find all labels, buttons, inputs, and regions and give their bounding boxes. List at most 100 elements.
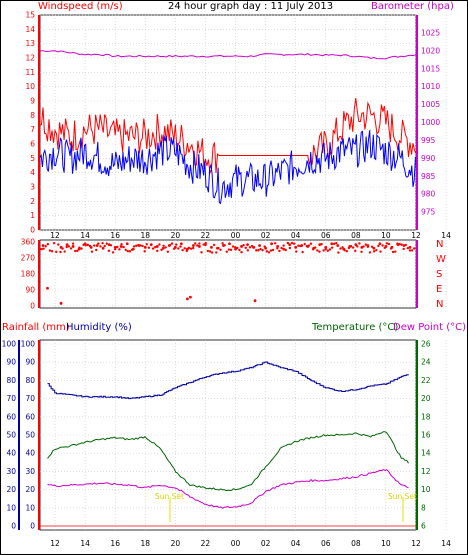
direction-point: [147, 246, 151, 249]
direction-point: [189, 295, 192, 299]
x-tick-label: 02: [261, 231, 271, 240]
direction-point: [351, 246, 355, 249]
rainfall-tick-label: 10: [25, 503, 35, 512]
direction-point: [200, 251, 203, 254]
direction-point: [191, 246, 195, 250]
direction-point: [282, 247, 286, 251]
direction-point: [267, 251, 271, 254]
temperature-tick-label: 10: [421, 485, 431, 494]
temperature-tick-label: 22: [421, 376, 431, 385]
direction-point: [164, 246, 167, 249]
direction-point: [185, 249, 188, 253]
direction-point: [141, 244, 144, 248]
x-tick-label: 14: [80, 539, 90, 548]
x-tick-label: 04: [291, 231, 301, 240]
direction-point: [229, 248, 233, 252]
direction-point: [362, 245, 365, 248]
direction-point: [99, 245, 102, 248]
direction-point: [391, 250, 395, 254]
direction-point: [292, 242, 296, 245]
direction-point: [381, 244, 384, 247]
rainfall-tick-label: 70: [25, 394, 35, 403]
direction-point: [294, 245, 298, 249]
direction-point: [332, 242, 336, 246]
direction-point: [208, 250, 212, 253]
direction-point: [253, 299, 257, 303]
direction-point: [406, 246, 410, 250]
direction-point: [316, 249, 319, 252]
direction-point: [271, 248, 275, 252]
direction-point: [204, 241, 207, 245]
direction-point: [398, 242, 401, 246]
direction-point: [240, 245, 243, 248]
direction-point: [194, 242, 197, 245]
windspeed-tick-label: 9: [30, 97, 35, 106]
direction-point: [324, 248, 327, 251]
direction-point: [324, 245, 328, 249]
direction-point: [103, 244, 106, 248]
direction-point: [65, 243, 69, 247]
direction-point: [95, 244, 99, 247]
windspeed-tick-label: 12: [25, 54, 35, 63]
direction-point: [143, 250, 146, 253]
windspeed-tick-label: 14: [25, 25, 35, 34]
barometer-tick-label: 980: [421, 190, 436, 199]
direction-point: [210, 251, 214, 254]
windspeed-axis-label: Windspeed (m/s): [38, 1, 123, 12]
temperature-axis-label: Temperature (°C): [311, 322, 398, 333]
barometer-tick-label: 990: [421, 154, 436, 163]
direction-point: [389, 247, 393, 250]
direction-point: [198, 245, 201, 248]
rainfall-tick-label: 40: [25, 449, 35, 458]
direction-point: [299, 244, 302, 248]
windspeed-tick-label: 3: [30, 183, 35, 192]
direction-point: [278, 249, 281, 253]
direction-point: [192, 244, 195, 247]
average-wind-series: [39, 130, 416, 205]
direction-point: [228, 242, 231, 246]
direction-point: [341, 246, 344, 249]
x-tick-label: 20: [171, 539, 181, 548]
direction-point: [162, 244, 165, 247]
direction-point: [345, 250, 349, 253]
direction-tick-label: 0: [30, 302, 35, 311]
direction-point: [221, 242, 224, 245]
direction-point: [143, 245, 147, 249]
direction-point: [172, 247, 176, 250]
direction-point: [263, 245, 266, 248]
direction-point: [119, 245, 123, 248]
compass-label: W: [436, 254, 446, 265]
direction-point: [219, 248, 222, 252]
humidity-tick-label: 20: [6, 485, 16, 494]
direction-point: [370, 245, 374, 248]
direction-point: [158, 243, 161, 246]
direction-point: [177, 247, 180, 250]
direction-point: [101, 246, 105, 250]
direction-point: [86, 243, 90, 247]
humidity-tick-label: 70: [6, 394, 16, 403]
direction-point: [286, 241, 290, 245]
barometer-line: [39, 50, 417, 60]
direction-point: [46, 242, 50, 246]
temperature-tick-label: 18: [421, 412, 431, 421]
barometer-tick-label: 1025: [421, 28, 440, 37]
x-tick-label: 22: [201, 539, 211, 548]
direction-point: [412, 247, 416, 250]
direction-point: [377, 244, 380, 248]
direction-point: [318, 250, 321, 253]
direction-point: [80, 247, 83, 250]
direction-point: [168, 243, 172, 247]
direction-point: [404, 243, 407, 247]
direction-point: [52, 241, 56, 245]
direction-point: [360, 250, 363, 253]
direction-point: [92, 244, 96, 247]
direction-point: [349, 245, 353, 248]
direction-point: [336, 244, 340, 247]
rainfall-tick-label: 20: [25, 485, 35, 494]
direction-point: [339, 247, 342, 250]
humidity-series: [47, 361, 409, 400]
direction-point: [314, 246, 317, 249]
direction-point: [215, 251, 218, 254]
direction-point: [50, 250, 54, 253]
temperature-tick-label: 24: [421, 358, 431, 367]
